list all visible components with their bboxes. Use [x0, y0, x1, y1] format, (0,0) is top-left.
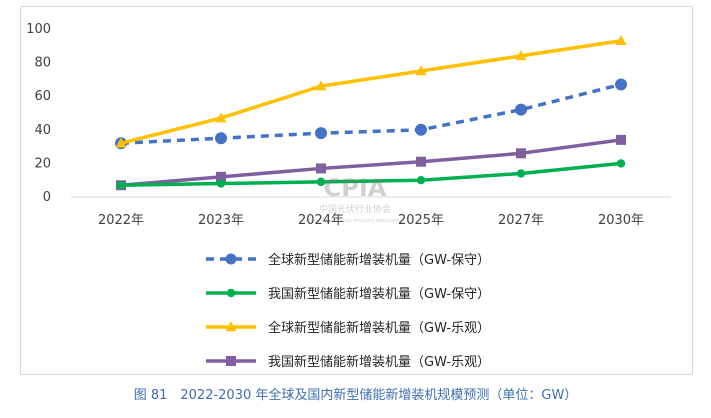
data-point: [115, 137, 127, 148]
data-point: [225, 253, 237, 265]
data-point: [516, 148, 526, 159]
y-axis-ticks: 0 20 40 60 80 100: [26, 22, 51, 205]
legend: 全球新型储能新增装机量（GW-保守） 我国新型储能新增装机量（GW-保守） 全球新型…: [206, 252, 490, 370]
data-point: [415, 65, 427, 76]
y-tick-label: 60: [34, 89, 51, 104]
chart-frame: 0 20 40 60 80 100 2022年 2023年 2024年 2025年 2027年 20…: [20, 6, 693, 375]
y-tick-label: 40: [34, 123, 51, 138]
x-tick-label: 2023年: [198, 213, 244, 228]
data-point: [215, 112, 227, 123]
data-point: [515, 50, 527, 61]
x-axis-ticks: 2022年 2023年 2024年 2025年 2027年 2030年: [98, 213, 644, 228]
data-point: [215, 132, 227, 145]
legend-label: 我国新型储能新增装机量（GW-保守）: [268, 286, 490, 302]
x-tick-label: 2025年: [398, 213, 444, 228]
data-point: [316, 163, 326, 174]
data-point: [615, 35, 627, 46]
legend-item: 我国新型储能新增装机量（GW-保守）: [206, 286, 490, 302]
data-point: [416, 156, 426, 167]
data-point: [515, 103, 527, 116]
series-2: [116, 159, 626, 190]
data-point: [315, 127, 327, 140]
cpia-watermark-logo: CPIA 中国光伏行业协会 China Photovoltaic Industr…: [300, 170, 410, 230]
data-point: [616, 159, 626, 168]
y-tick-label: 20: [34, 156, 51, 171]
legend-item: 全球新型储能新增装机量（GW-乐观）: [206, 320, 490, 336]
y-tick-label: 100: [26, 22, 51, 37]
series-line: [120, 138, 622, 187]
legend-label: 全球新型储能新增装机量（GW-乐观）: [268, 320, 490, 336]
series-line: [120, 82, 622, 145]
data-point: [416, 176, 426, 185]
y-tick-label: 0: [43, 190, 51, 205]
data-point: [315, 80, 327, 91]
figure-caption: 图 81 2022-2030 年全球及国内新型储能新增装机规模预测（单位：GW）: [133, 388, 578, 403]
series-layer: [115, 35, 627, 191]
watermark-org-name: 中国光伏行业协会: [319, 203, 391, 215]
x-tick-label: 2024年: [298, 213, 344, 228]
x-tick-label: 2030年: [598, 213, 644, 228]
data-point: [216, 179, 226, 188]
watermark-org-name-en: China Photovoltaic Industry Association: [306, 218, 405, 224]
series-line: [120, 39, 622, 145]
legend-label: 全球新型储能新增装机量（GW-保守）: [268, 252, 490, 268]
x-tick-label: 2027年: [498, 213, 544, 228]
data-point: [616, 134, 626, 145]
series-3: [115, 35, 627, 148]
data-point: [516, 169, 526, 178]
data-point: [615, 78, 627, 91]
y-tick-label: 80: [34, 56, 51, 71]
legend-label: 我国新型储能新增装机量（GW-乐观）: [268, 354, 490, 370]
data-point: [226, 288, 236, 298]
series-line: [120, 161, 622, 187]
data-point: [316, 177, 326, 187]
watermark-logo-text: CPIA: [324, 174, 387, 202]
legend-item: 全球新型储能新增装机量（GW-保守）: [206, 252, 490, 268]
data-point: [116, 181, 126, 190]
data-point: [225, 321, 237, 332]
x-tick-label: 2022年: [98, 213, 144, 228]
data-point: [415, 123, 427, 136]
series-1: [115, 78, 627, 150]
legend-item: 我国新型储能新增装机量（GW-乐观）: [206, 354, 490, 370]
data-point: [226, 356, 236, 366]
data-point: [216, 171, 226, 182]
